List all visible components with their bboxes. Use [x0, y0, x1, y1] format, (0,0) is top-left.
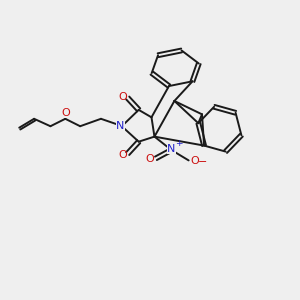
Text: N: N: [167, 143, 176, 154]
Text: O: O: [118, 150, 127, 160]
Text: N: N: [116, 121, 124, 131]
Text: O: O: [190, 156, 199, 166]
Text: O: O: [118, 92, 127, 102]
Text: O: O: [146, 154, 154, 164]
Text: O: O: [61, 108, 70, 118]
Text: +: +: [175, 139, 183, 148]
Text: −: −: [198, 157, 208, 166]
